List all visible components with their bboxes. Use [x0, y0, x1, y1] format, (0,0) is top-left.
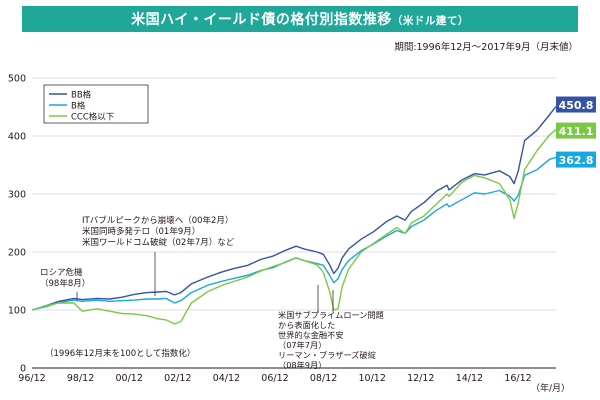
annotation-it-bubble: 米国ワールドコム破綻（02年7月）など — [82, 237, 235, 248]
x-tick-label: 98/12 — [67, 373, 94, 384]
end-value-badge — [556, 96, 596, 113]
y-tick-label: 300 — [8, 190, 26, 201]
x-axis-unit: （年/月） — [531, 382, 570, 394]
y-tick-label: 500 — [8, 74, 26, 85]
legend-label: BB格 — [71, 90, 92, 101]
end-value-badge — [556, 122, 596, 139]
y-tick-label: 400 — [8, 132, 26, 143]
x-tick-label: 14/12 — [456, 373, 483, 384]
annotation-subprime: から表面化した — [278, 320, 335, 330]
chart-title: 米国ハイ・イールド債の格付別指数推移 — [131, 12, 392, 28]
annotation-russia: （98年8月） — [40, 278, 90, 289]
series-line-1 — [31, 156, 557, 311]
legend-label: CCC格以下 — [71, 112, 115, 123]
end-value-label: 362.8 — [559, 154, 594, 167]
end-value-label: 411.1 — [559, 125, 594, 138]
series-line-2 — [31, 129, 557, 325]
x-tick-label: 00/12 — [116, 373, 143, 384]
annotation-russia: ロシア危機 — [40, 267, 83, 278]
annotation-subprime: 米国サブプライムローン問題 — [278, 310, 384, 320]
chart-title-note: （米ドル建て） — [391, 15, 469, 27]
x-tick-label: 12/12 — [407, 373, 434, 384]
series-line-0 — [31, 106, 557, 311]
title-bar: 米国ハイ・イールド債の格付別指数推移（米ドル建て） — [22, 6, 578, 32]
annotation-subprime: 世界的な金融不安 — [278, 330, 344, 340]
annotation-base-note: （1996年12月末を100として指数化） — [45, 348, 195, 359]
y-tick-label: 0 — [20, 364, 26, 375]
x-tick-label: 96/12 — [18, 373, 45, 384]
x-tick-label: 06/12 — [261, 373, 288, 384]
end-value-label: 450.8 — [559, 99, 594, 112]
annotation-subprime: リーマン・ブラザーズ破綻 — [278, 350, 376, 360]
annotation-it-bubble: ITバブルピークから崩壊へ（00年2月） — [82, 215, 233, 226]
x-tick-label: 16/12 — [504, 373, 531, 384]
annotation-subprime: （08年9月） — [278, 360, 326, 370]
legend-label: B格 — [71, 101, 86, 112]
x-tick-label: 08/12 — [310, 373, 337, 384]
period-label: 期間:1996年12月〜2017年9月（月末値） — [394, 42, 578, 53]
annotation-subprime: （07年7月） — [278, 340, 326, 350]
y-tick-label: 100 — [8, 306, 26, 317]
x-tick-label: 04/12 — [213, 373, 240, 384]
x-tick-label: 10/12 — [359, 373, 386, 384]
end-value-badge — [556, 151, 596, 168]
y-tick-label: 200 — [8, 248, 26, 259]
x-tick-label: 02/12 — [164, 373, 191, 384]
annotation-it-bubble: 米国同時多発テロ（01年9月） — [82, 226, 200, 237]
